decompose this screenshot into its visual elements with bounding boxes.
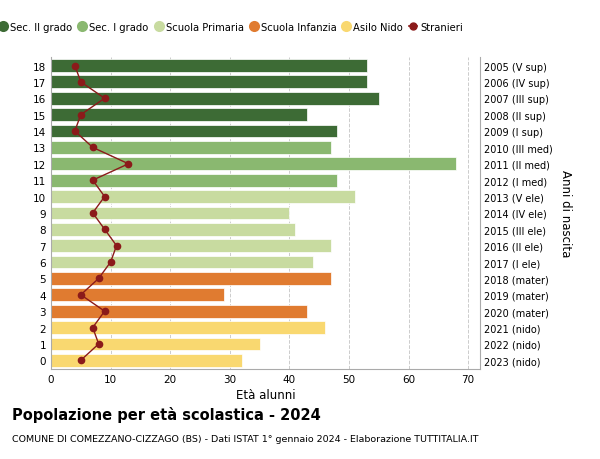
Bar <box>51 321 325 334</box>
Bar <box>51 273 331 285</box>
X-axis label: Età alunni: Età alunni <box>236 388 295 402</box>
Bar <box>51 76 367 89</box>
Bar <box>51 93 379 106</box>
Bar <box>51 224 295 236</box>
Bar <box>51 354 242 367</box>
Bar <box>51 125 337 138</box>
Bar <box>51 158 456 171</box>
Text: COMUNE DI COMEZZANO-CIZZAGO (BS) - Dati ISTAT 1° gennaio 2024 - Elaborazione TUT: COMUNE DI COMEZZANO-CIZZAGO (BS) - Dati … <box>12 434 479 443</box>
Legend: Sec. II grado, Sec. I grado, Scuola Primaria, Scuola Infanzia, Asilo Nido, Stran: Sec. II grado, Sec. I grado, Scuola Prim… <box>0 19 467 37</box>
Bar <box>51 60 367 73</box>
Bar <box>51 109 307 122</box>
Bar <box>51 289 224 302</box>
Y-axis label: Anni di nascita: Anni di nascita <box>559 170 572 257</box>
Bar <box>51 142 331 154</box>
Bar <box>51 240 331 252</box>
Bar <box>51 305 307 318</box>
Bar <box>51 256 313 269</box>
Bar <box>51 207 289 220</box>
Text: Popolazione per età scolastica - 2024: Popolazione per età scolastica - 2024 <box>12 406 321 422</box>
Bar <box>51 174 337 187</box>
Bar <box>51 191 355 203</box>
Bar <box>51 338 260 351</box>
